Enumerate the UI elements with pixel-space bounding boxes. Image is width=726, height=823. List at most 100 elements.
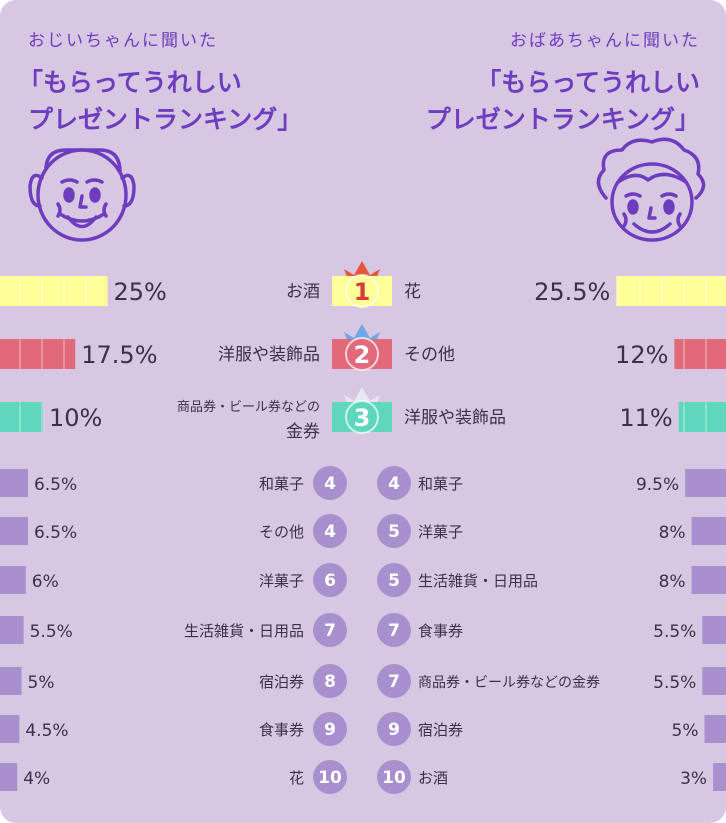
- right-item-label: 洋服や装飾品: [404, 408, 506, 428]
- left-bar-7: [0, 616, 24, 644]
- right-rank-number: 7: [388, 672, 400, 692]
- left-rank-badge: [313, 613, 347, 647]
- right-value-label: 12%: [615, 341, 668, 369]
- left-bar-6: [0, 566, 26, 594]
- right-item-label: 和菓子: [418, 475, 463, 493]
- right-value-label: 8%: [659, 523, 686, 543]
- left-value-label: 10%: [49, 404, 102, 432]
- left-rank-number: 10: [318, 768, 342, 788]
- right-bar-5: [691, 517, 726, 545]
- right-value-label: 8%: [659, 572, 686, 592]
- left-title-line2: プレゼントランキング」: [28, 105, 302, 134]
- rank-medal: [345, 400, 379, 434]
- left-bar-4: [0, 469, 28, 497]
- right-rank-number: 9: [388, 720, 400, 740]
- left-item-label: 生活雑貨・日用品: [184, 622, 304, 640]
- right-value-label: 9.5%: [636, 475, 679, 495]
- left-value-label: 6%: [32, 572, 59, 592]
- right-value-label: 25.5%: [534, 278, 610, 306]
- left-item-label: 宿泊券: [259, 673, 304, 691]
- left-item-label-line1: 商品券・ビール券などの: [177, 399, 320, 415]
- left-title-line1: 「もらってうれしい: [18, 68, 242, 97]
- right-rank-badge: [377, 466, 411, 500]
- left-rank-badge: [313, 712, 347, 746]
- right-title-line1: 「もらってうれしい: [476, 68, 700, 97]
- left-rank-badge: [313, 760, 347, 794]
- left-rank-number: 9: [324, 720, 336, 740]
- rank-crown-icon: [344, 387, 380, 405]
- left-bar-3: [0, 402, 43, 432]
- left-bar-9: [0, 715, 20, 743]
- rank-number-top: 1: [354, 278, 371, 306]
- right-rank-number: 4: [388, 474, 400, 494]
- rank-crown-icon: [344, 261, 380, 279]
- right-value-label: 11%: [619, 404, 672, 432]
- right-item-label: 花: [404, 282, 421, 302]
- left-item-label: 和菓子: [259, 475, 304, 493]
- right-item-label: その他: [404, 345, 455, 365]
- right-title-line2: プレゼントランキング」: [426, 105, 700, 134]
- left-bar-1: [0, 276, 108, 306]
- left-value-label: 4%: [23, 769, 50, 789]
- right-item-label: 商品券・ビール券などの金券: [418, 675, 600, 691]
- left-bar-10: [0, 763, 18, 791]
- right-bar-2: [674, 339, 726, 369]
- left-rank-badge: [313, 563, 347, 597]
- left-value-label: 6.5%: [34, 523, 77, 543]
- left-rank-badge: [313, 466, 347, 500]
- left-item-label: 洋服や装飾品: [218, 345, 320, 365]
- right-value-label: 5%: [672, 721, 699, 741]
- left-value-label: 4.5%: [25, 721, 68, 741]
- right-rank-badge: [377, 664, 411, 698]
- left-item-label: 洋菓子: [259, 572, 304, 590]
- left-value-label: 5.5%: [30, 622, 73, 642]
- right-rank-badge: [377, 712, 411, 746]
- rank-medal: [345, 337, 379, 371]
- right-item-label: 生活雑貨・日用品: [418, 572, 538, 590]
- right-value-label: 3%: [680, 769, 707, 789]
- right-rank-number: 7: [388, 621, 400, 641]
- right-rank-badge: [377, 613, 411, 647]
- right-rank-number: 10: [382, 768, 406, 788]
- right-value-label: 5.5%: [653, 622, 696, 642]
- right-item-label: お酒: [418, 769, 448, 787]
- right-bar-7: [702, 616, 726, 644]
- left-value-label: 6.5%: [34, 475, 77, 495]
- left-value-label: 17.5%: [81, 341, 157, 369]
- right-subtitle: おばあちゃんに聞いた: [510, 31, 700, 51]
- left-subtitle: おじいちゃんに聞いた: [28, 31, 218, 51]
- right-bar-1: [616, 276, 726, 306]
- right-bar-3: [678, 402, 726, 432]
- left-rank-number: 4: [324, 474, 336, 494]
- left-item-label: 食事券: [259, 721, 304, 739]
- right-bar-6: [691, 566, 726, 594]
- left-rank-number: 6: [324, 571, 336, 591]
- grandma-face-icon: [596, 137, 706, 242]
- left-bar-5: [0, 517, 28, 545]
- right-bar-9: [704, 715, 726, 743]
- right-bar-4: [685, 469, 726, 497]
- grandpa-face-icon: [28, 148, 136, 242]
- left-item-label: 花: [289, 769, 304, 787]
- right-rank-badge: [377, 760, 411, 794]
- left-item-label: お酒: [286, 282, 320, 302]
- rank-medal: [345, 274, 379, 308]
- rank-number-top: 3: [354, 404, 371, 432]
- right-bar-8: [702, 667, 726, 695]
- right-item-label: 宿泊券: [418, 721, 463, 739]
- left-value-label: 5%: [28, 673, 55, 693]
- right-rank-number: 5: [388, 522, 400, 542]
- left-item-label: その他: [259, 523, 304, 541]
- left-rank-number: 7: [324, 621, 336, 641]
- right-value-label: 5.5%: [653, 673, 696, 693]
- left-rank-badge: [313, 664, 347, 698]
- left-rank-number: 8: [324, 672, 336, 692]
- left-bar-2: [0, 339, 76, 369]
- left-bar-8: [0, 667, 22, 695]
- left-item-label: 金券: [286, 422, 320, 442]
- left-rank-badge: [313, 514, 347, 548]
- right-rank-badge: [377, 563, 411, 597]
- left-value-label: 25%: [114, 278, 167, 306]
